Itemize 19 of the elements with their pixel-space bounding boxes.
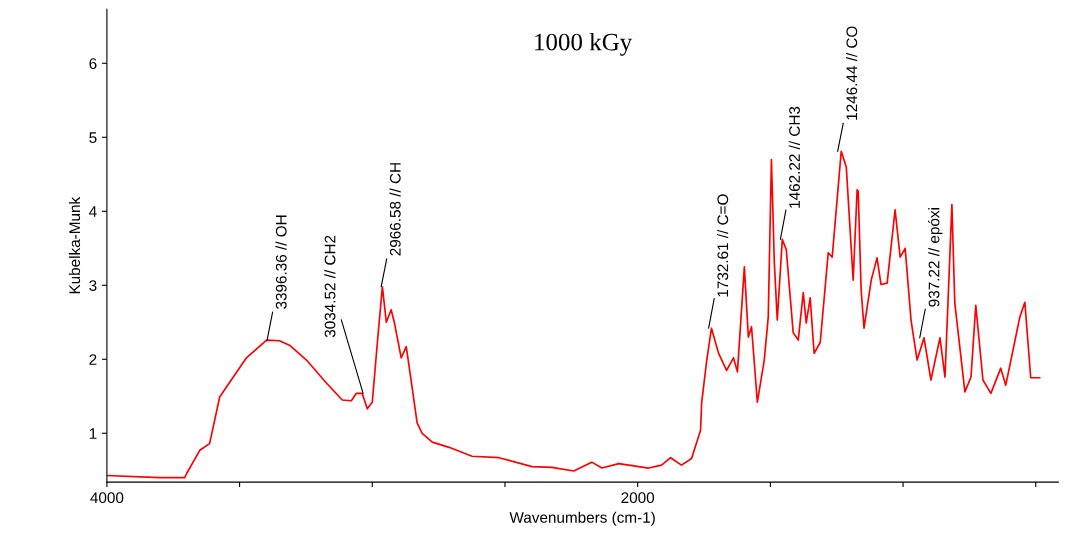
y-tick-label: 4 <box>89 206 97 217</box>
annotation: 3034.52 // CH2 <box>324 235 336 338</box>
annotation: 937.22 // epóxi <box>928 208 943 307</box>
text: 1000 kGy <box>535 32 633 56</box>
line-series <box>106 150 1041 479</box>
y-tick-label: 6 <box>89 58 97 69</box>
y-tick-label: 5 <box>89 132 97 143</box>
annotation: 2966.58 // CH <box>389 163 401 256</box>
annotation: 1732.61 // C=O <box>716 194 729 297</box>
annotation: 1462.22 // CH3 <box>788 106 800 208</box>
y-axis-title: Kubelka-Munk <box>68 196 81 294</box>
y-tick-label: 2 <box>89 354 97 365</box>
x-tick-label: 4000 <box>90 492 124 504</box>
y-tick-label: 3 <box>89 280 97 291</box>
annotation: 3396.36 // OH <box>275 215 287 309</box>
x-tick-label: 2000 <box>621 492 655 504</box>
annotation: 1246.44 // CO <box>845 26 858 120</box>
x-axis-title: Wavenumbers (cm-1) <box>509 511 655 526</box>
y-tick-label: 1 <box>89 428 97 439</box>
